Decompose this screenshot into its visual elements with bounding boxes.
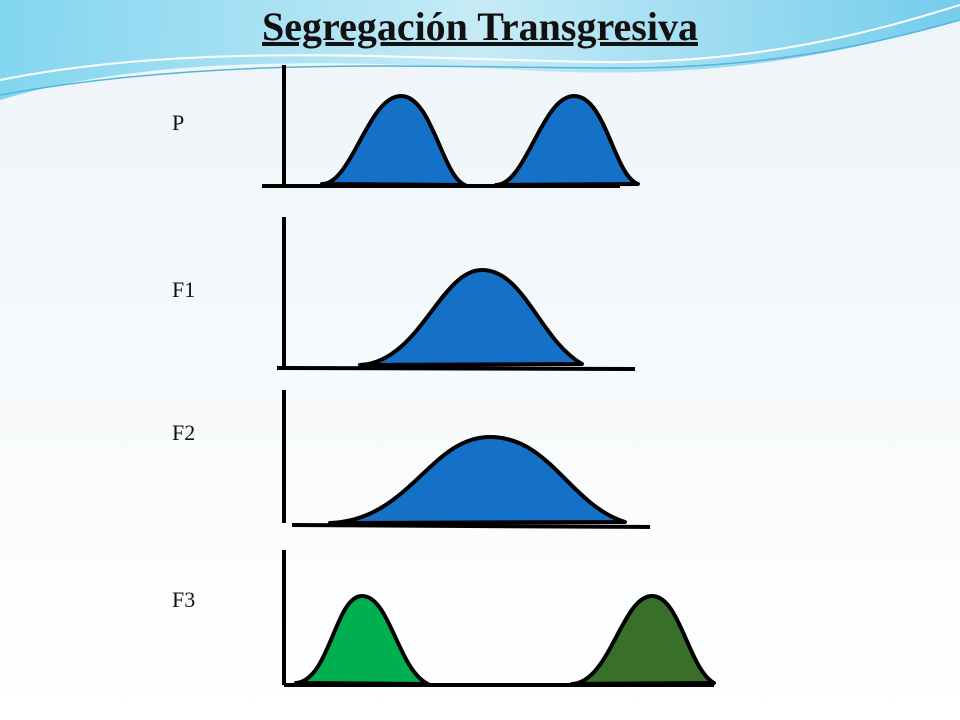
distribution: [494, 94, 640, 187]
distribution: [328, 435, 627, 525]
row-label: F1: [172, 277, 195, 302]
axis: [276, 366, 636, 371]
row-label: P: [172, 110, 184, 135]
wave-line: [0, 19, 960, 96]
distribution: [294, 594, 430, 686]
distribution: [358, 268, 584, 367]
title: Segregación Transgresiva: [262, 4, 698, 49]
row-label: F2: [172, 420, 195, 445]
distribution: [320, 94, 467, 187]
wave-line: [0, 4, 960, 81]
header-wave: [0, 0, 960, 100]
row-label: F3: [172, 587, 195, 612]
axis: [291, 523, 651, 529]
distribution: [570, 594, 716, 686]
